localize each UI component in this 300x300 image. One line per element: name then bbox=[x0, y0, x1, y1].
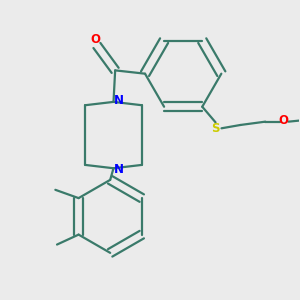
Text: N: N bbox=[114, 94, 124, 107]
Text: O: O bbox=[278, 113, 289, 127]
Text: S: S bbox=[211, 122, 220, 135]
Text: O: O bbox=[90, 33, 100, 46]
Text: N: N bbox=[114, 164, 124, 176]
